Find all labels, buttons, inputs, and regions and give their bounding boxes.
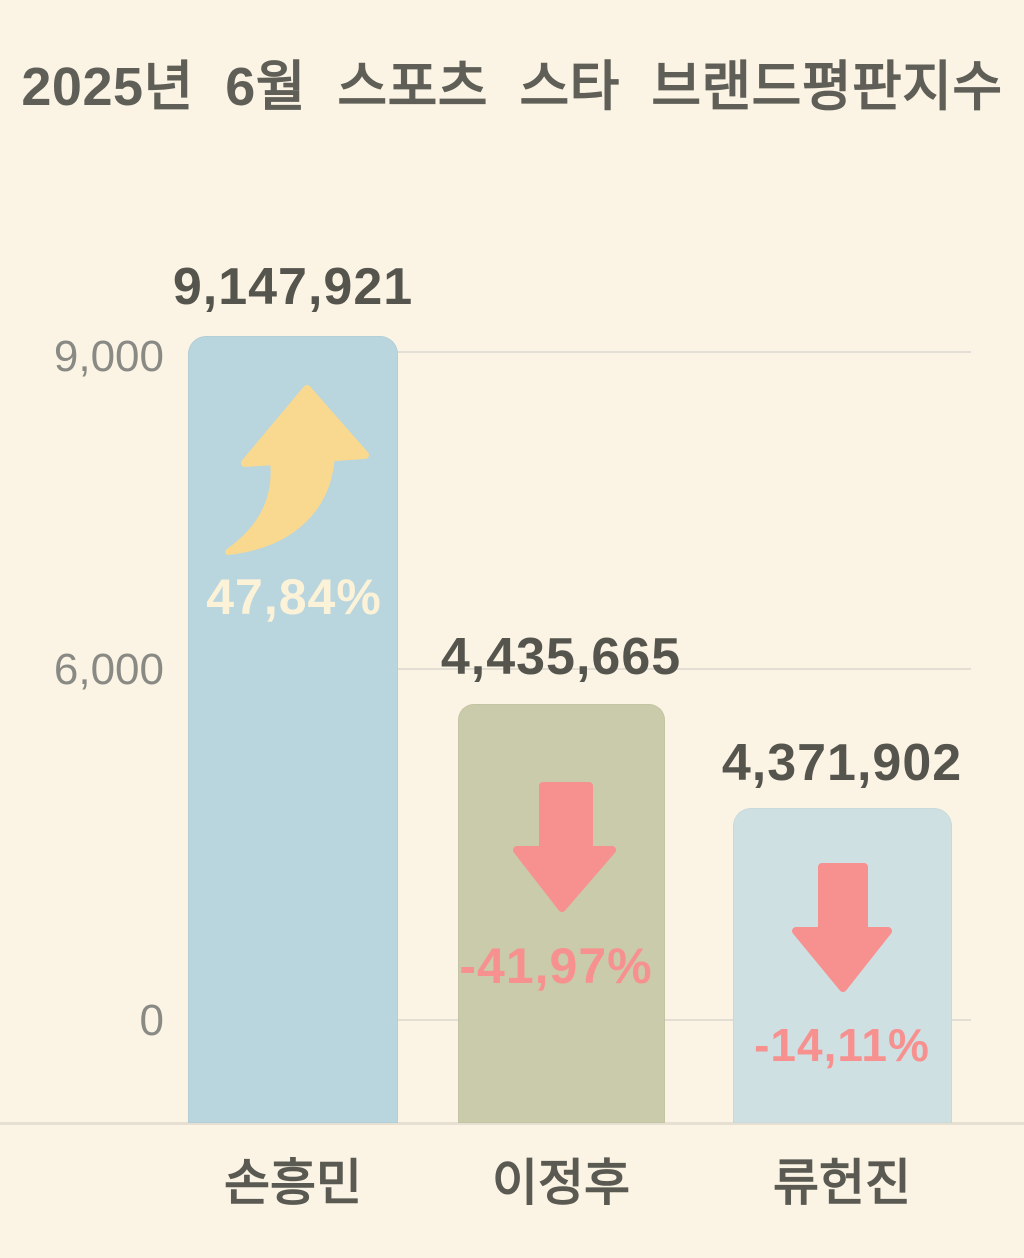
value-label-ryu-hyun-jin: 4,371,902 — [721, 734, 963, 792]
change-label-ryu-hyun-jin: -14,11% — [754, 1019, 930, 1071]
gridline-6000 — [188, 668, 971, 670]
category-label-lee-jung-hoo: 이정후 — [492, 1155, 630, 1211]
value-label-son-heung-min: 9,147,921 — [172, 258, 414, 316]
change-label-son-heung-min: 47,84% — [206, 569, 382, 625]
page-title: 2025년 6월 스포츠 스타 브랜드평판지수 — [21, 57, 1003, 117]
x-axis-baseline — [0, 1122, 1024, 1125]
category-label-ryu-hyun-jin: 류헌진 — [773, 1155, 911, 1211]
y-tick-0: 0 — [139, 996, 164, 1045]
change-label-lee-jung-hoo: -41,97% — [459, 938, 653, 994]
down-trend-arrow-icon — [792, 863, 892, 992]
value-label-lee-jung-hoo: 4,435,665 — [440, 628, 682, 686]
y-tick-6000: 6,000 — [53, 645, 164, 694]
down-trend-arrow-icon — [513, 782, 616, 912]
category-label-son-heung-min: 손흥민 — [224, 1155, 362, 1211]
bar-lee-jung-hoo — [458, 704, 665, 1123]
gridline-9000 — [188, 351, 971, 353]
up-trend-arrow-icon — [225, 385, 369, 555]
y-tick-9000: 9,000 — [53, 332, 164, 381]
